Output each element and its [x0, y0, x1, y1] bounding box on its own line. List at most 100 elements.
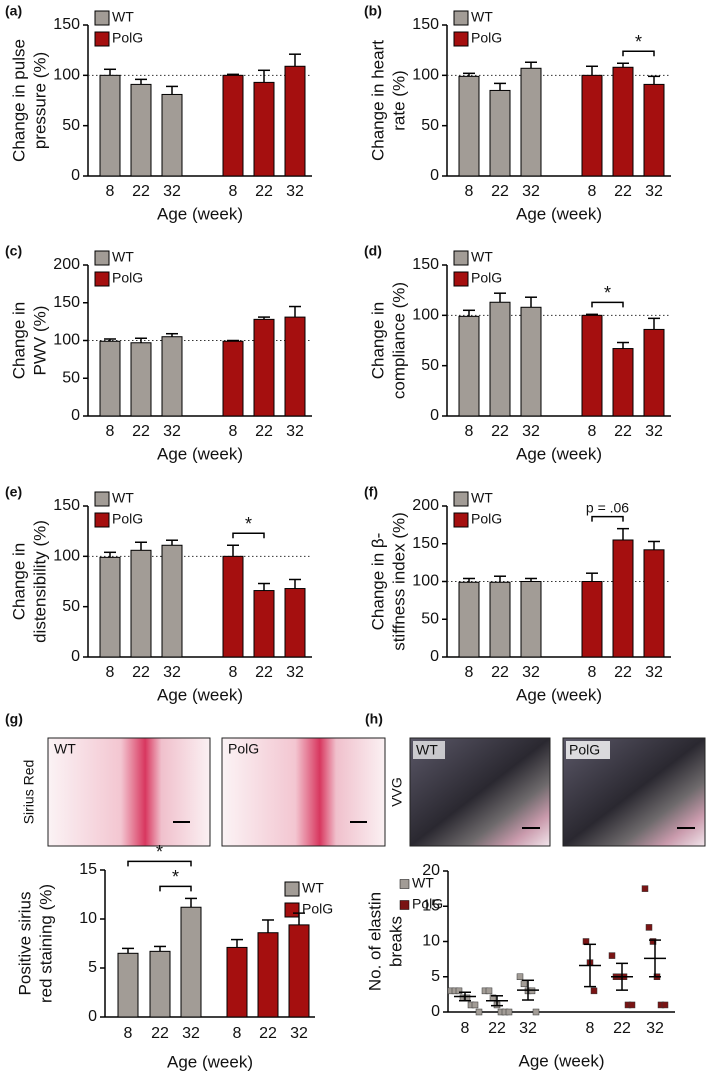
legend-swatch	[94, 31, 110, 47]
y-tick-label: 15	[79, 861, 97, 878]
legend-swatch	[453, 10, 469, 26]
x-tick-label: 8	[229, 664, 238, 681]
y-tick-label: 150	[53, 294, 80, 311]
bar	[489, 301, 511, 417]
significance-bracket	[591, 301, 624, 308]
y-tick-label: 15	[422, 897, 440, 914]
x-tick-label: 32	[163, 664, 181, 681]
label-bg	[566, 741, 610, 759]
significance-bracket	[159, 885, 192, 892]
significance-bracket	[591, 515, 624, 522]
bar	[226, 946, 248, 1018]
x-tick-label: 22	[255, 183, 273, 200]
x-tick-label: 8	[124, 1025, 133, 1042]
legend-swatch	[399, 900, 410, 910]
panel-label: (c)	[5, 243, 22, 259]
bar	[458, 581, 480, 658]
x-tick-label: 32	[519, 1020, 537, 1037]
bar	[288, 924, 310, 1018]
legend-swatch	[453, 31, 469, 47]
bar	[161, 93, 183, 177]
y-tick-label: 10	[79, 910, 97, 927]
y-axis-label: pressure (%)	[30, 52, 49, 149]
legend-label: PolG	[112, 270, 143, 286]
data-point	[455, 987, 463, 995]
panel-label: (e)	[5, 484, 22, 500]
legend-label: WT	[471, 490, 493, 506]
bar	[130, 549, 152, 658]
x-tick-label: 8	[465, 183, 474, 200]
legend-label: PolG	[471, 511, 502, 527]
bar	[284, 65, 306, 177]
x-tick-label: 22	[491, 183, 509, 200]
bar	[284, 588, 306, 658]
bar	[257, 932, 279, 1018]
y-axis-label: breaks	[386, 916, 405, 967]
significance-label: *	[156, 842, 163, 862]
x-axis-label: Age (week)	[167, 1052, 253, 1071]
y-tick-label: 50	[421, 117, 439, 134]
legend-swatch	[94, 271, 110, 287]
x-tick-label: 22	[491, 664, 509, 681]
data-point	[520, 980, 528, 988]
y-tick-label: 150	[412, 256, 439, 273]
legend-swatch	[94, 512, 110, 528]
significance-label: *	[172, 867, 179, 887]
bar	[99, 74, 121, 177]
y-axis-label: compliance (%)	[389, 282, 408, 399]
y-axis-label: PWV (%)	[30, 306, 49, 376]
x-tick-label: 22	[614, 183, 632, 200]
panel-label: (g)	[5, 711, 23, 727]
legend-swatch	[94, 10, 110, 26]
bar	[489, 89, 511, 177]
label-bg	[413, 741, 445, 759]
bar	[99, 556, 121, 658]
y-tick-label: 0	[71, 167, 80, 184]
bar	[222, 74, 244, 177]
x-tick-label: 32	[645, 664, 663, 681]
x-tick-label: 22	[491, 423, 509, 440]
stain-label: VVG	[389, 777, 405, 807]
data-point	[628, 1001, 636, 1009]
y-tick-label: 5	[431, 968, 440, 985]
bar	[458, 75, 480, 177]
y-tick-label: 0	[71, 407, 80, 424]
bar	[612, 539, 634, 658]
x-tick-label: 32	[645, 423, 663, 440]
bar	[161, 544, 183, 658]
y-axis-label: Change in	[9, 302, 28, 380]
x-tick-label: 8	[106, 423, 115, 440]
x-axis-label: Age (week)	[516, 444, 602, 463]
panel-label: (h)	[365, 711, 383, 727]
x-tick-label: 8	[106, 664, 115, 681]
y-tick-label: 50	[62, 369, 80, 386]
y-axis-label: Change in pulse	[9, 39, 28, 162]
y-tick-label: 150	[412, 535, 439, 552]
x-tick-label: 32	[286, 183, 304, 200]
y-tick-label: 100	[53, 332, 80, 349]
bar	[222, 340, 244, 417]
bar	[130, 342, 152, 417]
bar	[222, 555, 244, 658]
legend-label: WT	[112, 249, 134, 265]
x-tick-label: 8	[465, 423, 474, 440]
legend-swatch	[453, 512, 469, 528]
x-tick-label: 22	[259, 1025, 277, 1042]
image-label: PolG	[228, 741, 259, 757]
y-tick-label: 50	[421, 610, 439, 627]
x-tick-label: 32	[182, 1025, 200, 1042]
y-axis-label: rate (%)	[389, 70, 408, 130]
bar	[130, 83, 152, 177]
micrograph	[47, 737, 211, 847]
significance-bracket	[622, 50, 655, 57]
legend-label: PolG	[471, 270, 502, 286]
x-axis-label: Age (week)	[157, 204, 243, 223]
x-axis-label: Age (week)	[157, 444, 243, 463]
significance-label: *	[635, 32, 642, 52]
x-axis-label: Age (week)	[516, 685, 602, 704]
y-tick-label: 100	[53, 548, 80, 565]
significance-label: p = .06	[586, 499, 629, 515]
panel-label: (f)	[364, 484, 378, 500]
data-point	[661, 1001, 669, 1009]
x-tick-label: 22	[132, 664, 150, 681]
